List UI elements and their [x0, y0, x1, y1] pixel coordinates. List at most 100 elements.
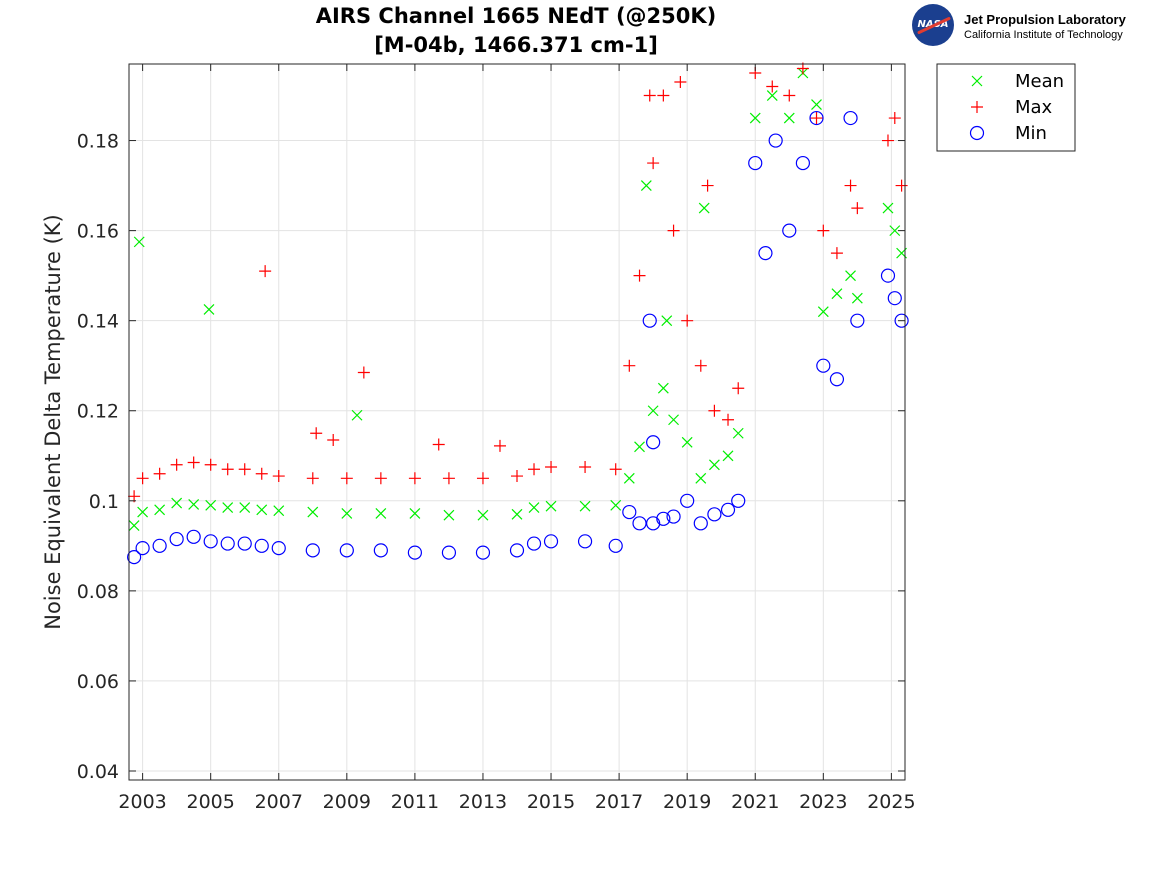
data-point-mean — [811, 99, 822, 110]
data-point-max — [259, 265, 272, 278]
data-point-max — [810, 112, 823, 125]
data-point-max — [844, 179, 857, 192]
data-point-min — [305, 543, 320, 558]
data-point-max — [681, 314, 694, 327]
data-point-min — [577, 534, 593, 549]
data-point-max — [830, 247, 843, 260]
y-tick-label: 0.12 — [77, 401, 119, 423]
data-point-min — [203, 534, 218, 549]
data-point-mean — [273, 505, 285, 517]
data-point-min — [509, 543, 525, 558]
y-tick-label: 0.16 — [77, 221, 119, 243]
legend-label-mean: Mean — [1015, 71, 1064, 92]
data-point-min — [475, 545, 491, 560]
data-point-mean — [766, 90, 778, 101]
data-point-max — [255, 467, 268, 480]
x-tick-label: 2023 — [799, 791, 847, 813]
data-point-mean — [640, 180, 652, 192]
data-point-mean — [681, 436, 693, 448]
data-point-min — [373, 543, 388, 558]
data-point-mean — [443, 509, 455, 521]
data-point-max — [340, 472, 353, 485]
data-point-max — [694, 359, 707, 372]
plot-area — [128, 63, 906, 781]
data-point-max — [493, 439, 506, 452]
data-point-mean — [341, 507, 353, 519]
data-point-min — [731, 493, 746, 508]
data-point-max — [851, 202, 864, 215]
lab-name: Jet Propulsion Laboratory — [964, 12, 1126, 27]
data-point-min — [543, 534, 559, 549]
data-point-min — [809, 110, 824, 126]
data-point-max — [817, 224, 830, 237]
series-min — [127, 110, 909, 565]
data-point-mean — [623, 472, 635, 484]
data-point-mean — [205, 499, 217, 511]
nasa-meatball-logo: NASA — [912, 4, 954, 46]
data-point-max — [647, 157, 660, 170]
data-point-mean — [128, 520, 140, 531]
data-point-max — [327, 434, 340, 447]
data-point-min — [339, 543, 354, 558]
data-point-mean — [188, 498, 200, 510]
data-point-mean — [154, 504, 166, 516]
data-point-min — [707, 507, 722, 522]
data-point-min — [526, 536, 542, 551]
data-point-mean — [171, 497, 183, 509]
legend: Mean Max Min — [936, 63, 1076, 152]
x-tick-label: 2009 — [323, 791, 371, 813]
data-point-max — [545, 461, 558, 474]
legend-label-min: Min — [1015, 123, 1047, 144]
data-point-mean — [695, 472, 707, 484]
legend-box — [936, 63, 1076, 152]
data-point-min — [646, 516, 661, 531]
institute-name: California Institute of Technology — [964, 29, 1123, 41]
data-point-mean — [477, 509, 489, 521]
data-point-min — [254, 538, 269, 553]
data-point-mean — [634, 441, 645, 453]
data-point-mean — [307, 506, 319, 518]
data-point-max — [442, 472, 455, 485]
data-point-min — [169, 531, 184, 547]
data-point-mean — [647, 405, 659, 417]
data-point-min — [186, 529, 201, 544]
x-tick-label: 2017 — [595, 791, 643, 813]
data-point-min — [782, 223, 797, 238]
data-point-max — [623, 359, 636, 372]
data-point-min — [271, 540, 286, 556]
data-point-min — [720, 502, 736, 517]
data-point-max — [310, 427, 323, 440]
data-point-mean — [722, 450, 734, 462]
data-point-min — [748, 155, 763, 171]
series-mean — [128, 67, 908, 531]
data-point-max — [238, 463, 251, 476]
data-point-min — [887, 291, 902, 306]
data-point-mean — [732, 427, 744, 439]
data-point-max — [667, 224, 680, 237]
data-point-max — [722, 413, 735, 426]
data-point-min — [850, 313, 865, 328]
data-point-max — [432, 438, 445, 451]
data-point-min — [666, 509, 681, 524]
series-max — [128, 62, 908, 503]
data-point-min — [220, 536, 235, 551]
x-tick-label: 2005 — [187, 791, 235, 813]
grid — [129, 64, 905, 780]
data-point-mean — [708, 459, 720, 471]
legend-marker-max — [971, 101, 983, 113]
data-point-mean — [783, 112, 795, 124]
data-point-mean — [749, 112, 761, 124]
y-tick-label: 0.1 — [89, 491, 119, 513]
data-point-max — [766, 80, 779, 93]
data-point-min — [656, 511, 671, 526]
data-point-min — [795, 155, 810, 171]
data-point-max — [579, 461, 592, 474]
data-point-mean — [657, 382, 669, 394]
data-point-max — [708, 404, 721, 417]
data-point-min — [680, 493, 695, 508]
data-point-mean — [203, 303, 215, 315]
data-point-mean — [889, 225, 901, 237]
y-tick-label: 0.04 — [77, 761, 119, 783]
data-point-min — [642, 313, 657, 328]
data-point-mean — [698, 202, 710, 214]
